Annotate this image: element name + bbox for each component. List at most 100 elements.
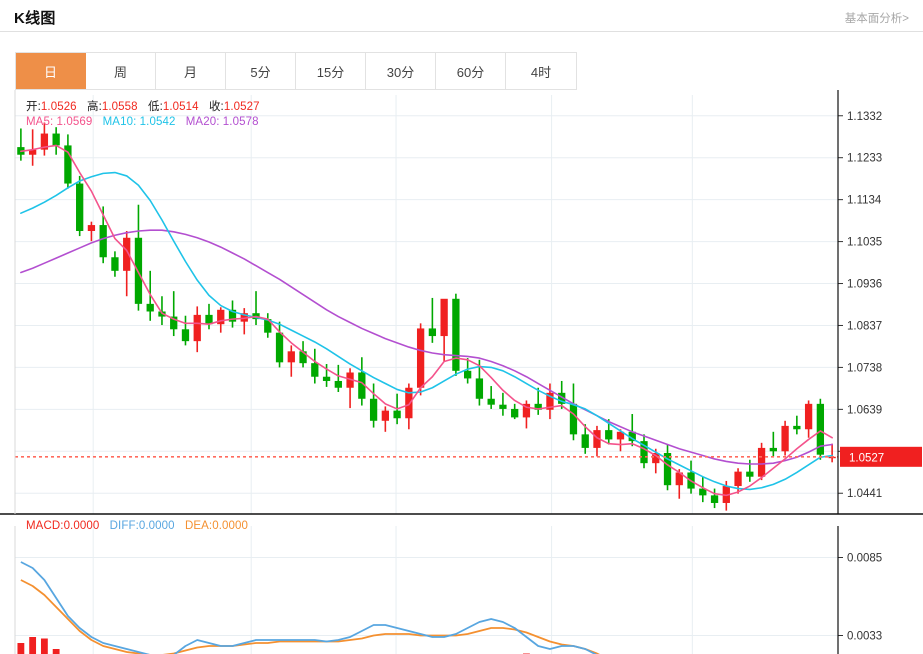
candle-body [722, 486, 730, 503]
candle-body [217, 309, 225, 325]
period-tabbar[interactable]: 日 周 月 5分 15分 30分 60分 4时 [15, 52, 577, 90]
tab-6[interactable]: 60分 [436, 53, 506, 89]
tab-label: 30分 [386, 64, 415, 80]
macd-bar [17, 643, 25, 654]
price-tick-label-2: 1.1134 [847, 195, 882, 207]
candle-body [534, 403, 542, 410]
candle-body [757, 447, 766, 477]
page-title: K线图 [14, 10, 56, 27]
candle-body [87, 225, 96, 231]
candle-body [299, 351, 307, 364]
tab-4[interactable]: 15分 [296, 53, 366, 89]
ma20-line [20, 229, 833, 465]
tab-label: 4时 [530, 64, 552, 80]
price-tick-label-1: 1.1233 [847, 153, 882, 165]
candle-body [193, 314, 201, 342]
candle-body [52, 133, 60, 146]
price-tick-label-6: 1.0738 [847, 362, 882, 374]
macd-bar [52, 649, 60, 654]
tab-5[interactable]: 30分 [366, 53, 436, 89]
price-tick-label-0: 1.1332 [847, 111, 882, 123]
candle-body [111, 257, 119, 271]
fundamental-analysis-link[interactable]: 基本面分析> [844, 12, 909, 25]
candle-body [64, 145, 72, 184]
candle-body [416, 328, 425, 388]
candle-body [511, 408, 519, 418]
chart-area[interactable]: 1.1332 1.1233 1.1134 1.1035 1.0936 1.0837 1.07… [0, 90, 923, 654]
candle-body [781, 425, 789, 452]
macd-panel-bg [15, 526, 838, 654]
candle-body [381, 410, 389, 421]
tab-3[interactable]: 5分 [226, 53, 296, 89]
candle-body [40, 133, 49, 150]
current-price-tag-label: 1.0527 [849, 452, 884, 464]
candle-body [593, 430, 601, 448]
candle-body [499, 404, 507, 409]
candle-body [522, 403, 531, 418]
tab-label: 60分 [456, 64, 485, 80]
candle-body [181, 329, 190, 342]
tab-label: 月 [183, 64, 197, 80]
tab-0[interactable]: 日 [16, 53, 86, 89]
candle-body [769, 447, 777, 452]
candle-body [322, 376, 331, 381]
candle-body [76, 183, 84, 231]
candle-body [569, 403, 578, 435]
candle-body [346, 372, 354, 388]
candle-body [464, 370, 472, 379]
candle-body [816, 403, 825, 455]
candle-body [311, 363, 319, 377]
candle-body [804, 403, 813, 430]
tab-label: 5分 [250, 64, 271, 80]
candle-body [734, 471, 742, 487]
tab-label: 周 [113, 64, 127, 80]
candle-body [675, 472, 683, 486]
tab-2[interactable]: 月 [156, 53, 226, 89]
candle-body [581, 434, 589, 448]
price-tick-label-9: 1.0441 [847, 488, 882, 500]
price-tick-label-7: 1.0639 [847, 404, 882, 416]
candle-body [546, 392, 554, 410]
kline-chart-svg[interactable]: 1.1332 1.1233 1.1134 1.1035 1.0936 1.0837 1.07… [0, 90, 923, 654]
candle-body [452, 298, 460, 371]
tab-label: 15分 [316, 64, 345, 80]
candle-body [640, 441, 648, 464]
candle-body [652, 452, 660, 464]
candle-body [405, 387, 413, 419]
macd-bar [40, 638, 48, 654]
candle-body [99, 225, 107, 258]
candle-body [393, 410, 401, 419]
candle-body [487, 398, 495, 405]
tab-label: 日 [43, 64, 57, 80]
macd-tick-label-0: 0.0085 [847, 553, 882, 565]
candle-body [793, 425, 801, 430]
ma10-line [20, 171, 833, 491]
tab-1[interactable]: 周 [86, 53, 156, 89]
candle-body [746, 471, 754, 477]
candle-body [240, 313, 248, 322]
tab-7[interactable]: 4时 [506, 53, 576, 89]
price-tick-label-5: 1.0837 [847, 320, 882, 332]
candle-body [699, 488, 707, 496]
candle-body [146, 303, 154, 312]
candle-body [663, 452, 672, 486]
ma5-line [20, 144, 833, 497]
price-tick-label-3: 1.1035 [847, 237, 882, 249]
candle-body [440, 298, 448, 337]
macd-bar [29, 637, 37, 654]
candle-body [710, 495, 719, 503]
current-price-tag [840, 446, 922, 467]
candle-body [287, 351, 295, 363]
candle-body [170, 316, 178, 330]
candle-body [123, 237, 131, 271]
candle-body [428, 328, 437, 337]
candle-body [205, 314, 213, 325]
candle-body [334, 380, 342, 388]
macd-tick-label-1: 0.0033 [847, 631, 882, 643]
price-tick-label-4: 1.0936 [847, 279, 882, 291]
candle-body [28, 149, 37, 155]
diff-line [20, 561, 597, 654]
candle-body [605, 430, 613, 440]
candle-body [358, 372, 366, 399]
page-header: K线图 基本面分析> [0, 0, 923, 32]
